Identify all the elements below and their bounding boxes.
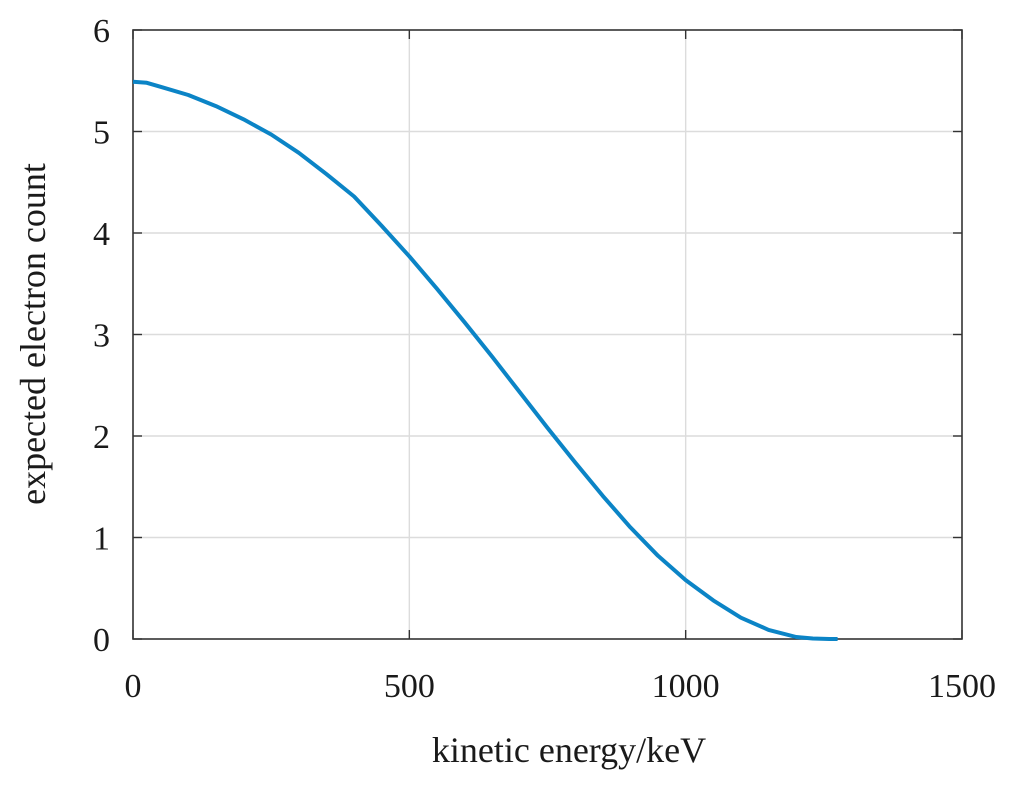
x-tick-label: 500 [384,668,435,705]
grid-lines [133,30,962,639]
x-tick-label: 1500 [928,668,996,705]
series-layer [132,79,838,641]
y-tick-label: 1 [93,521,110,558]
tick-marks [132,29,963,640]
x-tick-label: 1000 [652,668,720,705]
x-axis-label: kinetic energy/keV [432,730,706,770]
y-tick-label: 6 [93,13,110,50]
data-series-line [132,79,838,641]
y-tick-label: 2 [93,419,110,456]
x-tick-labels: 0 500 1000 1500 [125,668,997,705]
y-tick-label: 3 [93,318,110,355]
y-tick-labels: 0 1 2 3 4 5 6 [93,13,110,659]
y-tick-label: 4 [93,216,110,253]
y-tick-label: 5 [93,115,110,152]
y-axis-label: expected electron count [13,163,53,505]
y-tick-label: 0 [93,622,110,659]
x-tick-label: 0 [125,668,142,705]
